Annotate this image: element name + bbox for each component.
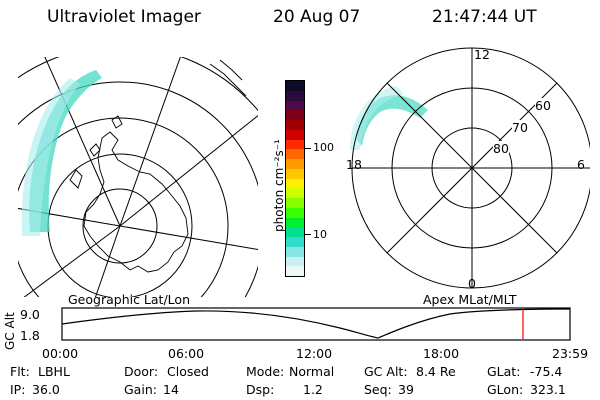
- door-label: Door:: [124, 364, 159, 379]
- altitude-plot: [61, 307, 571, 341]
- colorbar-segment: [286, 188, 304, 198]
- colorbar-segment: [286, 129, 304, 140]
- mlat-label-80: 80: [493, 141, 509, 156]
- gain-label: Gain:: [124, 382, 157, 397]
- seq-value: 39: [398, 382, 414, 397]
- time-tick: 23:59: [552, 346, 589, 361]
- glon-value: 323.1: [530, 382, 566, 397]
- colorbar-tick: 10: [313, 228, 327, 241]
- time-tick: 18:00: [423, 346, 460, 361]
- lon-line: [44, 57, 121, 227]
- ip-value: 36.0: [32, 382, 60, 397]
- coastline: [83, 131, 189, 273]
- aurora-emission: [21, 78, 80, 236]
- mlt-label-noon: 12: [474, 47, 490, 62]
- mlt-label-dusk: 18: [346, 157, 362, 172]
- coastline: [209, 59, 247, 97]
- colorbar-segment: [286, 246, 304, 257]
- coastline: [69, 115, 123, 189]
- mode-label: Mode:: [246, 364, 285, 379]
- altitude-tick: 9.0: [20, 307, 40, 322]
- colorbar-segment: [286, 81, 304, 91]
- colorbar-segment: [286, 198, 304, 208]
- mlat-label-70: 70: [512, 120, 528, 135]
- mlt-label-midnight: 0: [468, 276, 476, 291]
- colorbar-segment: [286, 120, 304, 130]
- lon-line: [94, 225, 121, 297]
- lon-line: [119, 114, 258, 227]
- lat-circle: [18, 117, 229, 297]
- lat-circle: [82, 188, 158, 264]
- colorbar-segment: [286, 256, 304, 267]
- time-label: 21:47:44 UT: [432, 7, 537, 27]
- seq-label: Seq:: [364, 382, 392, 397]
- colorbar-segment: [286, 227, 304, 237]
- dsp-label: Dsp:: [246, 382, 275, 397]
- geographic-map: [18, 57, 258, 297]
- colorbar-segment: [286, 237, 304, 247]
- magnetic-polar-plot: [350, 47, 590, 289]
- filter-label: Flt:: [10, 364, 30, 379]
- mlt-label-dawn: 6: [577, 157, 585, 172]
- altitude-tick: 1.8: [20, 328, 40, 343]
- mode-value: Normal: [289, 364, 335, 379]
- colorbar-segment: [286, 149, 304, 159]
- colorbar: [285, 80, 305, 277]
- lon-line: [119, 225, 258, 251]
- colorbar-segment: [286, 139, 304, 150]
- door-value: Closed: [167, 364, 209, 379]
- date-label: 20 Aug 07: [273, 7, 361, 27]
- dsp-value: 1.2: [303, 382, 323, 397]
- lon-line: [23, 225, 121, 297]
- colorbar-segment: [286, 168, 304, 179]
- colorbar-segment: [286, 90, 304, 101]
- gain-value: 14: [163, 382, 179, 397]
- gc-alt-label: GC Alt:: [364, 364, 408, 379]
- colorbar-tick: 100: [313, 141, 334, 154]
- altitude-curve: [61, 308, 571, 339]
- geographic-caption: Geographic Lat/Lon: [68, 292, 190, 307]
- aurora-emission: [29, 70, 103, 232]
- glat-value: -75.4: [530, 364, 563, 379]
- colorbar-segment: [286, 266, 304, 276]
- lon-line: [119, 57, 181, 227]
- ip-label: IP:: [10, 382, 26, 397]
- colorbar-segment: [286, 159, 304, 169]
- altitude-axis-label: GC Alt: [3, 312, 17, 350]
- apex-caption: Apex MLat/MLT: [423, 292, 517, 307]
- colorbar-unit-label: photon cm⁻²s⁻¹: [272, 139, 286, 232]
- time-tick: 06:00: [168, 346, 205, 361]
- gc-alt-value: 8.4 Re: [416, 364, 456, 379]
- instrument-title: Ultraviolet Imager: [47, 7, 201, 27]
- aurora-emission: [350, 86, 404, 150]
- colorbar-segment: [286, 207, 304, 218]
- mlat-label-60: 60: [535, 98, 551, 113]
- mlt-line: [386, 82, 558, 254]
- lat-circle: [18, 81, 258, 297]
- colorbar-segment: [286, 178, 304, 189]
- glon-label: GLon:: [487, 382, 524, 397]
- colorbar-segment: [286, 110, 304, 120]
- time-tick: 00:00: [42, 346, 79, 361]
- filter-value: LBHL: [38, 364, 70, 379]
- glat-label: GLat:: [487, 364, 521, 379]
- colorbar-segment: [286, 217, 304, 228]
- colorbar-segment: [286, 100, 304, 111]
- time-tick: 12:00: [296, 346, 333, 361]
